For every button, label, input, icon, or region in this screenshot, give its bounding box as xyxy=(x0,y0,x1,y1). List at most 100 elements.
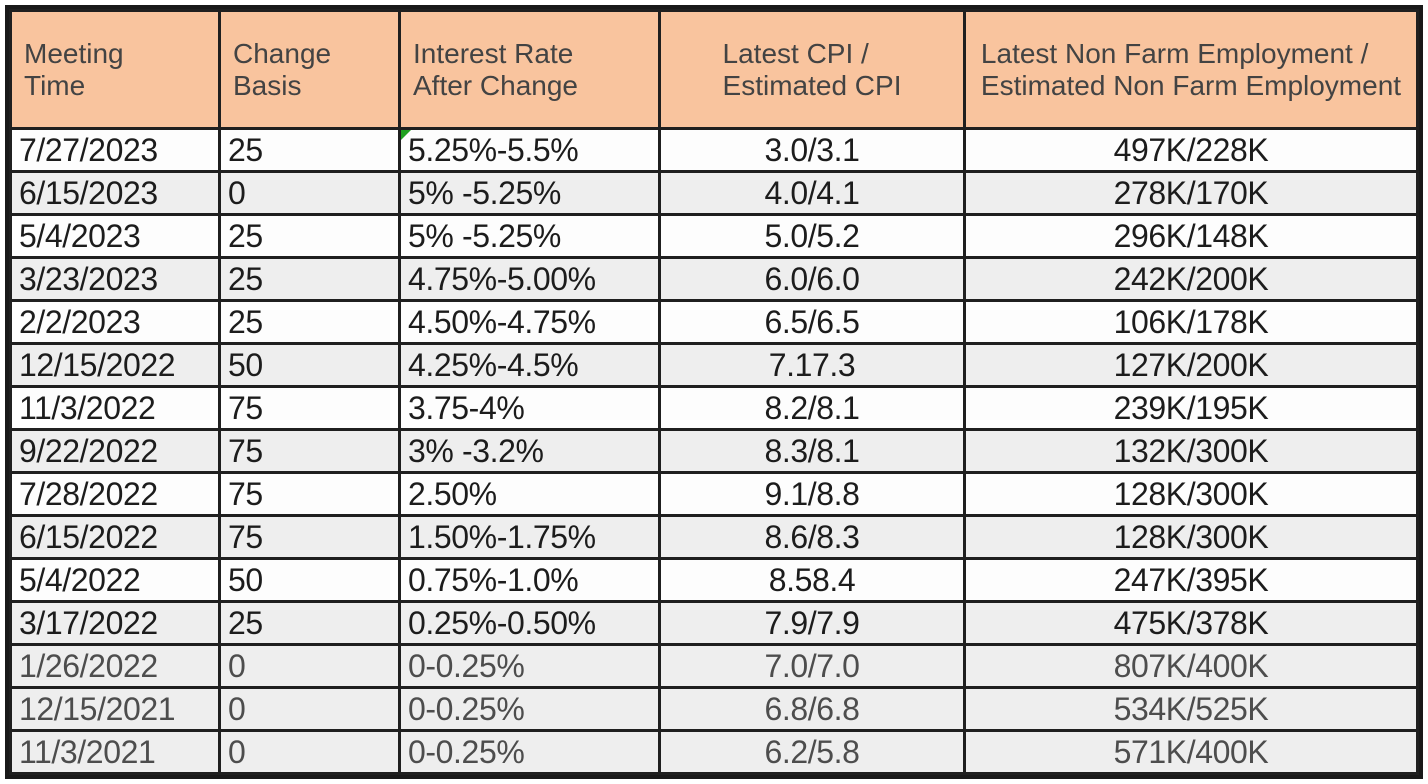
cell-nonfarm: 242K/200K xyxy=(963,256,1419,302)
table-row: 12/15/2021 0 0-0.25% 6.8/6.8 534K/525K xyxy=(9,686,1419,732)
cell-interest-rate: 2.50% xyxy=(398,471,661,517)
cell-change-basis: 0 xyxy=(218,643,401,689)
cell-interest-rate: 3% -3.2% xyxy=(398,428,661,474)
cell-meeting-time: 12/15/2022 xyxy=(9,342,221,388)
cell-meeting-time: 12/15/2021 xyxy=(9,686,221,732)
cell-nonfarm: 239K/195K xyxy=(963,385,1419,431)
cell-change-basis: 75 xyxy=(218,514,401,560)
header-label-block: Latest Non Farm Employment / Estimated N… xyxy=(981,38,1401,101)
header-label: Interest Rate xyxy=(413,38,574,70)
cell-meeting-time: 1/26/2022 xyxy=(9,643,221,689)
cell-cpi: 6.0/6.0 xyxy=(658,256,966,302)
cell-interest-rate: 5.25%-5.5% xyxy=(398,127,661,173)
cell-cpi: 7.17.3 xyxy=(658,342,966,388)
cell-meeting-time: 2/2/2023 xyxy=(9,299,221,345)
cell-cpi: 3.0/3.1 xyxy=(658,127,966,173)
cell-meeting-time: 3/17/2022 xyxy=(9,600,221,646)
table-row: 3/17/2022 25 0.25%-0.50% 7.9/7.9 475K/37… xyxy=(9,600,1419,646)
header-label: Time xyxy=(24,69,86,101)
cell-meeting-time: 3/23/2023 xyxy=(9,256,221,302)
table-body: 7/27/2023 25 5.25%-5.5% 3.0/3.1 497K/228… xyxy=(9,127,1419,775)
cell-meeting-time: 6/15/2023 xyxy=(9,170,221,216)
cell-meeting-time: 6/15/2022 xyxy=(9,514,221,560)
cell-change-basis: 0 xyxy=(218,729,401,775)
cell-meeting-time: 5/4/2022 xyxy=(9,557,221,603)
cell-change-basis: 25 xyxy=(218,127,401,173)
cell-nonfarm: 128K/300K xyxy=(963,514,1419,560)
cell-meeting-time: 11/3/2022 xyxy=(9,385,221,431)
cell-nonfarm: 278K/170K xyxy=(963,170,1419,216)
table-row: 7/28/2022 75 2.50% 9.1/8.8 128K/300K xyxy=(9,471,1419,517)
cell-change-basis: 75 xyxy=(218,471,401,517)
cell-interest-rate: 0-0.25% xyxy=(398,643,661,689)
cell-change-basis: 0 xyxy=(218,686,401,732)
cell-interest-rate: 4.25%-4.5% xyxy=(398,342,661,388)
header-label-block: Latest CPI / Estimated CPI xyxy=(723,38,902,101)
cell-change-basis: 50 xyxy=(218,342,401,388)
cell-meeting-time: 9/22/2022 xyxy=(9,428,221,474)
col-header-change-basis: Change Basis xyxy=(218,9,401,130)
cell-nonfarm: 127K/200K xyxy=(963,342,1419,388)
col-header-nonfarm: Latest Non Farm Employment / Estimated N… xyxy=(963,9,1419,130)
cell-nonfarm: 296K/148K xyxy=(963,213,1419,259)
table-row: 11/3/2021 0 0-0.25% 6.2/5.8 571K/400K xyxy=(9,729,1419,775)
header-label: Estimated Non Farm Employment xyxy=(980,69,1402,101)
cell-change-basis: 75 xyxy=(218,385,401,431)
cell-interest-rate: 0.75%-1.0% xyxy=(398,557,661,603)
cell-interest-rate: 4.75%-5.00% xyxy=(398,256,661,302)
cell-meeting-time: 7/28/2022 xyxy=(9,471,221,517)
cell-nonfarm: 497K/228K xyxy=(963,127,1419,173)
cell-cpi: 7.0/7.0 xyxy=(658,643,966,689)
table-row: 5/4/2023 25 5% -5.25% 5.0/5.2 296K/148K xyxy=(9,213,1419,259)
cell-nonfarm: 807K/400K xyxy=(963,643,1419,689)
table-row: 5/4/2022 50 0.75%-1.0% 8.58.4 247K/395K xyxy=(9,557,1419,603)
cell-interest-rate: 0-0.25% xyxy=(398,686,661,732)
cell-interest-rate: 5% -5.25% xyxy=(398,213,661,259)
cell-change-basis: 25 xyxy=(218,299,401,345)
table-row: 11/3/2022 75 3.75-4% 8.2/8.1 239K/195K xyxy=(9,385,1419,431)
header-label: Latest Non Farm Employment / xyxy=(980,38,1369,70)
header-label: Latest CPI / xyxy=(722,38,869,70)
cell-meeting-time: 5/4/2023 xyxy=(9,213,221,259)
cell-nonfarm: 534K/525K xyxy=(963,686,1419,732)
cell-change-basis: 0 xyxy=(218,170,401,216)
table-row: 6/15/2022 75 1.50%-1.75% 8.6/8.3 128K/30… xyxy=(9,514,1419,560)
table-row: 9/22/2022 75 3% -3.2% 8.3/8.1 132K/300K xyxy=(9,428,1419,474)
cell-cpi: 6.2/5.8 xyxy=(658,729,966,775)
cell-interest-rate: 4.50%-4.75% xyxy=(398,299,661,345)
cell-nonfarm: 247K/395K xyxy=(963,557,1419,603)
cell-change-basis: 75 xyxy=(218,428,401,474)
cell-meeting-time: 11/3/2021 xyxy=(9,729,221,775)
cell-interest-rate: 0-0.25% xyxy=(398,729,661,775)
cell-interest-rate: 1.50%-1.75% xyxy=(398,514,661,560)
cell-cpi: 6.5/6.5 xyxy=(658,299,966,345)
table-row: 12/15/2022 50 4.25%-4.5% 7.17.3 127K/200… xyxy=(9,342,1419,388)
col-header-cpi: Latest CPI / Estimated CPI xyxy=(658,9,966,130)
table-row: 6/15/2023 0 5% -5.25% 4.0/4.1 278K/170K xyxy=(9,170,1419,216)
header-label: Meeting xyxy=(24,38,124,70)
cell-change-basis: 25 xyxy=(218,213,401,259)
cell-cpi: 8.2/8.1 xyxy=(658,385,966,431)
cell-change-basis: 50 xyxy=(218,557,401,603)
col-header-interest-rate: Interest Rate After Change xyxy=(398,9,661,130)
cell-nonfarm: 571K/400K xyxy=(963,729,1419,775)
table-row: 2/2/2023 25 4.50%-4.75% 6.5/6.5 106K/178… xyxy=(9,299,1419,345)
cell-interest-rate: 5% -5.25% xyxy=(398,170,661,216)
col-header-meeting-time: Meeting Time xyxy=(9,9,221,130)
header-label: Basis xyxy=(233,69,302,101)
green-flag-marker-icon xyxy=(402,131,411,140)
cell-meeting-time: 7/27/2023 xyxy=(9,127,221,173)
table-row: 7/27/2023 25 5.25%-5.5% 3.0/3.1 497K/228… xyxy=(9,127,1419,173)
header-label: After Change xyxy=(413,69,578,101)
header-row: Meeting Time Change Basis Interest Rate … xyxy=(9,9,1419,130)
cell-cpi: 6.8/6.8 xyxy=(658,686,966,732)
cell-cpi: 8.6/8.3 xyxy=(658,514,966,560)
cell-nonfarm: 132K/300K xyxy=(963,428,1419,474)
cell-interest-rate: 3.75-4% xyxy=(398,385,661,431)
cell-cpi: 8.58.4 xyxy=(658,557,966,603)
cell-nonfarm: 475K/378K xyxy=(963,600,1419,646)
table-row: 1/26/2022 0 0-0.25% 7.0/7.0 807K/400K xyxy=(9,643,1419,689)
header-label: Change xyxy=(233,38,332,70)
cell-cpi: 7.9/7.9 xyxy=(658,600,966,646)
cell-cpi: 9.1/8.8 xyxy=(658,471,966,517)
